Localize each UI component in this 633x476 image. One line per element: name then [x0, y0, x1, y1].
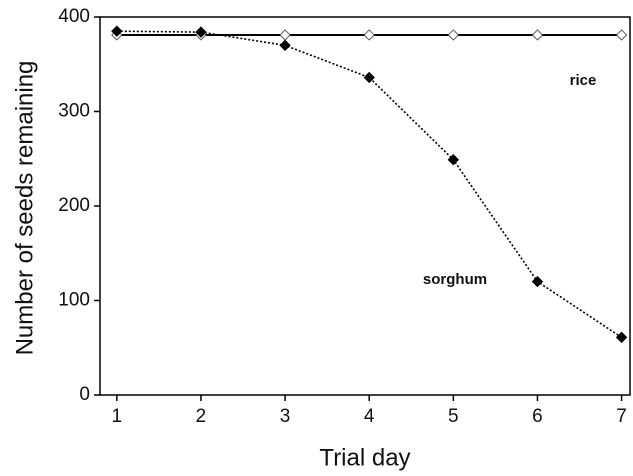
x-tick-label: 7: [616, 406, 627, 427]
marker: [279, 29, 291, 41]
y-tick-label: 200: [58, 195, 90, 216]
marker: [363, 29, 375, 41]
plot-frame: [99, 16, 631, 396]
marker: [531, 275, 544, 288]
x-tick-label: 3: [280, 406, 291, 427]
y-axis-label: Number of seeds remaining: [11, 61, 38, 356]
marker: [447, 29, 460, 41]
x-tick-label: 4: [364, 406, 375, 427]
x-tick-label: 2: [196, 406, 207, 427]
y-tick-label: 300: [58, 101, 90, 122]
x-axis-label: Trial day: [319, 444, 410, 471]
x-tick-label: 5: [448, 406, 459, 427]
marker: [363, 71, 375, 84]
marker: [447, 153, 460, 166]
x-tick-label: 6: [532, 406, 543, 427]
marker: [279, 39, 291, 52]
x-tick-label: 1: [112, 406, 123, 427]
marker: [615, 331, 628, 344]
marker: [531, 29, 544, 41]
series-label: sorghum: [423, 271, 487, 288]
marker: [195, 26, 207, 38]
marker: [111, 25, 123, 37]
y-tick-label: 100: [58, 290, 90, 311]
series-label: rice: [570, 72, 597, 89]
y-tick-label: 400: [58, 6, 90, 27]
marker: [615, 29, 628, 41]
y-tick-label: 0: [79, 384, 90, 405]
